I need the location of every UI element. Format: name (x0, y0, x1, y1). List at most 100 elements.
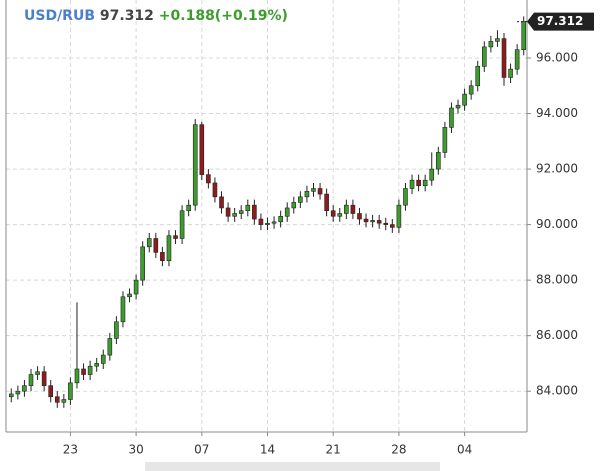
candle-body (252, 204, 257, 220)
candle-body (495, 38, 500, 42)
candle-body (278, 215, 283, 223)
candle-body (238, 210, 244, 214)
candle-body (54, 396, 60, 403)
candle-body (245, 204, 251, 212)
last-price: 97.312 (100, 8, 154, 24)
candle-body (35, 371, 40, 375)
candle-body (291, 202, 297, 209)
candle-body (212, 182, 218, 198)
candle-body (442, 127, 448, 153)
candle-body (330, 210, 336, 217)
x-tick-label: 21 (326, 443, 341, 457)
candle-body (462, 93, 467, 106)
candle-body (317, 188, 323, 195)
candle-body (206, 174, 211, 184)
y-tick-label: 94.000 (536, 106, 578, 120)
y-tick-label: 86.000 (536, 328, 578, 342)
x-tick-label: 28 (391, 443, 406, 457)
price-tag-label: 97.312 (537, 14, 583, 28)
candle-body (133, 279, 139, 295)
candle-body (179, 210, 185, 239)
candle-body (350, 204, 356, 214)
scrollbar (145, 462, 440, 471)
price-tag (527, 12, 594, 31)
candle-body (100, 354, 106, 364)
candle-body (173, 235, 178, 239)
candle-body (429, 168, 435, 181)
candle-body (409, 179, 415, 189)
candle-body (337, 213, 343, 217)
candle-body (22, 385, 27, 392)
candle-body (192, 124, 198, 206)
candle-body (514, 49, 520, 70)
y-tick-label: 92.000 (536, 162, 578, 176)
candle-body (284, 207, 290, 217)
candle-body (81, 368, 86, 375)
candle-body (383, 222, 389, 225)
candle-body (304, 190, 310, 198)
candle-body (357, 213, 362, 220)
candle-body (61, 399, 67, 403)
symbol: USD/RUB (24, 8, 95, 24)
candle-body (298, 196, 303, 203)
candle-body (396, 204, 402, 228)
candle-body (127, 293, 132, 298)
y-tick-label: 90.000 (536, 217, 578, 231)
x-tick-label: 30 (128, 443, 143, 457)
x-tick-label: 23 (63, 443, 78, 457)
candle-body (475, 66, 481, 87)
candle-body (422, 179, 428, 187)
candle-body (271, 221, 277, 224)
candle-body (468, 85, 474, 95)
candle-body (225, 207, 231, 217)
candle-body (120, 296, 126, 323)
candle-body (186, 204, 191, 212)
candle-body (501, 38, 507, 78)
candle-body (160, 252, 165, 261)
candle-body (15, 390, 21, 395)
candle-body (390, 224, 395, 228)
price-change: +0.188(+0.19%) (159, 8, 288, 24)
candle-body (166, 235, 172, 261)
candle-body (265, 222, 270, 225)
candle-body (107, 338, 113, 356)
candle-body (344, 204, 349, 214)
x-tick-label: 07 (194, 443, 209, 457)
candle-body (370, 220, 375, 223)
candle-body (416, 179, 421, 187)
x-tick-label: 14 (260, 443, 275, 457)
candle-body (94, 363, 99, 367)
y-tick-label: 88.000 (536, 273, 578, 287)
header: USD/RUB 97.312 +0.188(+0.19%) (24, 8, 288, 24)
candle-body (311, 188, 316, 192)
candle-body (488, 41, 494, 48)
candle-body (455, 104, 461, 109)
candle-body (219, 196, 224, 209)
candle-body (199, 124, 205, 175)
candle-body (449, 107, 454, 128)
candle-body (363, 218, 369, 223)
candle-body (403, 188, 408, 206)
candle-body (436, 152, 441, 170)
candle-body (521, 21, 527, 50)
candle-body (376, 220, 382, 224)
candle-body (508, 68, 513, 78)
y-tick-label: 96.000 (536, 51, 578, 65)
candle-body (68, 382, 73, 400)
x-tick-label: 04 (457, 443, 472, 457)
candle-body (41, 371, 47, 386)
candle-body (232, 213, 237, 217)
candle-body (258, 218, 264, 225)
candle-body (481, 46, 487, 67)
candle-body (324, 193, 329, 212)
candle-body (8, 393, 14, 398)
candle-body (74, 368, 80, 384)
candle-body (114, 321, 119, 339)
y-tick-label: 84.000 (536, 384, 578, 398)
candle-body (28, 374, 34, 386)
candle-body (146, 238, 152, 248)
candle-body (87, 365, 93, 375)
candle-body (153, 238, 159, 253)
